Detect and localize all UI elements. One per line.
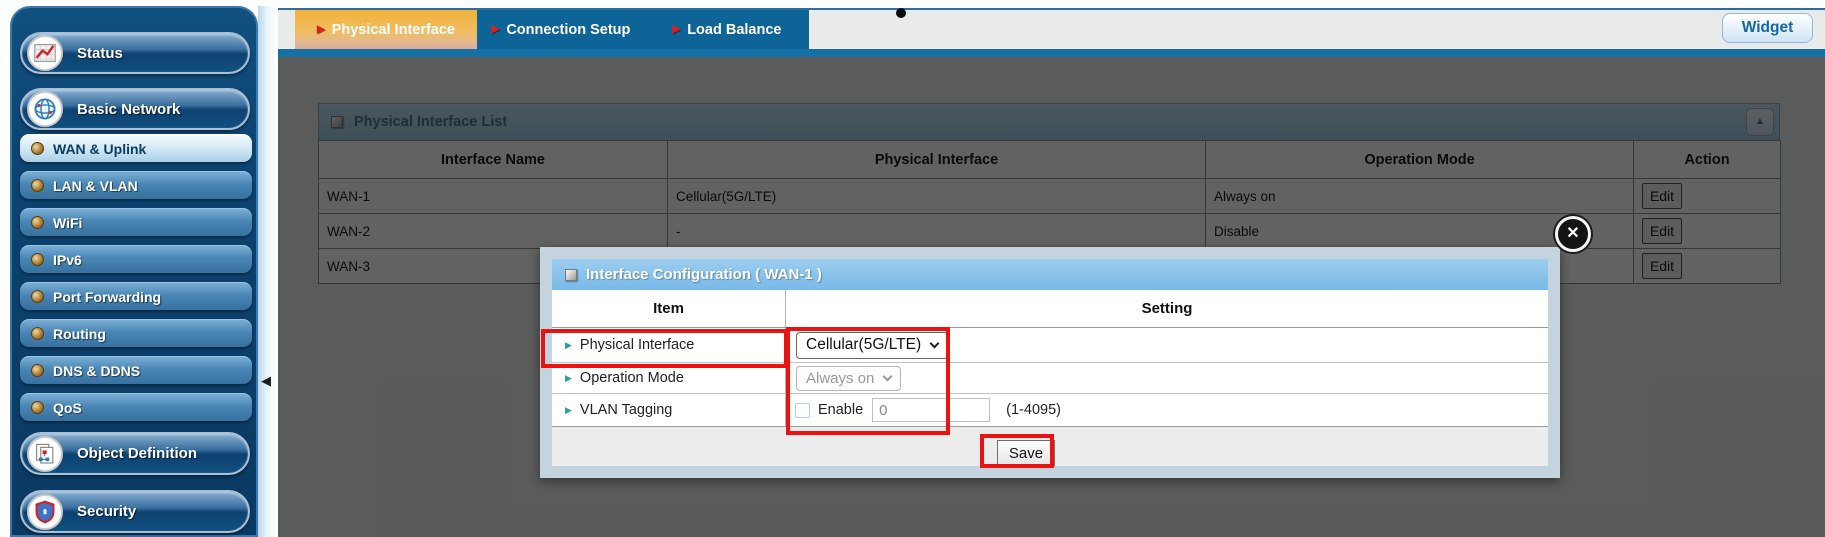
vlan-range-hint: (1-4095) <box>1006 402 1061 418</box>
bullet-icon <box>31 327 44 340</box>
sidebar-item-dns-ddns[interactable]: DNS & DDNS <box>20 356 252 384</box>
object-definition-icon <box>27 435 63 472</box>
sidebar-item-label: Basic Network <box>77 100 181 118</box>
modal-col-item: Item <box>552 290 786 327</box>
bullet-icon <box>31 401 44 414</box>
tabbar-underline <box>278 49 1825 57</box>
chevron-down-icon <box>882 371 893 381</box>
bullet-icon <box>31 253 44 266</box>
sidebar-item-label: LAN & VLAN <box>53 177 138 194</box>
sidebar-item-label: Routing <box>53 325 106 342</box>
tab-physical-interface[interactable]: ▶ Physical Interface <box>295 10 477 49</box>
bullet-icon <box>31 290 44 303</box>
tab-arrow-icon: ▶ <box>491 23 500 35</box>
save-button[interactable]: Save <box>997 440 1055 466</box>
physical-interface-select[interactable]: Cellular(5G/LTE) <box>796 331 949 359</box>
row-arrow-icon: ▶ <box>565 404 572 415</box>
modal-row-operation-mode: ▶ Operation Mode Always on <box>552 363 1548 394</box>
row-arrow-icon: ▶ <box>565 339 572 350</box>
sidebar-item-label: Port Forwarding <box>53 288 162 305</box>
black-dot <box>896 8 906 18</box>
modal-columns-row: Item Setting <box>552 290 1548 328</box>
tab-bar: ▶ Physical Interface ▶ Connection Setup … <box>278 8 1825 49</box>
network-globe-icon <box>27 91 63 127</box>
select-value: Cellular(5G/LTE) <box>806 336 922 353</box>
vlan-id-input[interactable] <box>872 398 991 422</box>
modal-row-physical-interface: ▶ Physical Interface Cellular(5G/LTE) <box>552 328 1548 363</box>
select-value: Always on <box>806 369 875 387</box>
tab-label: Connection Setup <box>506 21 631 38</box>
sidebar-item-ipv6[interactable]: IPv6 <box>20 245 252 273</box>
widget-button[interactable]: Widget <box>1722 13 1813 43</box>
sidebar-item-status[interactable]: Status <box>20 32 250 74</box>
bullet-icon <box>31 216 44 229</box>
vlan-enable-checkbox[interactable] <box>795 402 810 418</box>
status-chart-icon <box>27 35 63 71</box>
tab-arrow-icon: ▶ <box>672 23 681 35</box>
sidebar: Status Basic Network WAN & Uplink LAN & … <box>10 6 258 537</box>
sidebar-item-label: WAN & Uplink <box>53 140 147 157</box>
row-arrow-icon: ▶ <box>565 372 572 383</box>
modal-body: Item Setting ▶ Physical Interface Cellul… <box>552 290 1548 426</box>
close-icon: ✕ <box>1566 225 1580 242</box>
tab-connection-setup[interactable]: ▶ Connection Setup <box>477 10 645 49</box>
bullet-icon <box>31 142 44 155</box>
modal-square-icon <box>565 268 577 281</box>
bullet-icon <box>31 364 44 377</box>
modal-header: Interface Configuration ( WAN-1 ) <box>552 259 1548 290</box>
sidebar-item-security[interactable]: Security <box>20 490 250 533</box>
vlan-enable-label: Enable <box>818 402 864 418</box>
operation-mode-select: Always on <box>796 365 902 391</box>
modal-row-vlan-tagging: ▶ VLAN Tagging Enable (1-4095) <box>552 394 1548 426</box>
close-button[interactable]: ✕ <box>1555 216 1591 252</box>
sidebar-item-label: Status <box>77 44 123 62</box>
row-label: Operation Mode <box>579 370 684 386</box>
tab-label: Physical Interface <box>331 21 456 38</box>
modal-col-setting: Setting <box>1141 300 1193 317</box>
tab-label: Load Balance <box>687 21 782 38</box>
sidebar-item-routing[interactable]: Routing <box>20 319 252 347</box>
tab-arrow-icon: ▶ <box>316 23 325 35</box>
chevron-down-icon <box>929 338 940 348</box>
sidebar-item-lan-vlan[interactable]: LAN & VLAN <box>20 171 252 199</box>
tab-load-balance[interactable]: ▶ Load Balance <box>645 10 809 49</box>
sidebar-item-label: IPv6 <box>53 251 82 268</box>
sidebar-gutter: ◀ <box>258 6 278 537</box>
sidebar-item-port-forwarding[interactable]: Port Forwarding <box>20 282 252 310</box>
sidebar-item-basic-network[interactable]: Basic Network <box>20 88 250 130</box>
row-label: Physical Interface <box>579 337 695 353</box>
sidebar-item-object-definition[interactable]: Object Definition <box>20 432 250 475</box>
bullet-icon <box>31 179 44 192</box>
security-shield-icon <box>27 493 63 530</box>
sidebar-item-label: Security <box>77 503 137 520</box>
sidebar-item-qos[interactable]: QoS <box>20 393 252 421</box>
modal-title: Interface Configuration ( WAN-1 ) <box>586 266 822 283</box>
interface-configuration-modal: Interface Configuration ( WAN-1 ) Item S… <box>540 247 1560 478</box>
sidebar-item-wan-uplink[interactable]: WAN & Uplink <box>20 134 252 162</box>
sidebar-item-label: WiFi <box>53 214 83 231</box>
sidebar-item-wifi[interactable]: WiFi <box>20 208 252 236</box>
row-label: VLAN Tagging <box>579 402 673 418</box>
sidebar-item-label: DNS & DDNS <box>53 362 141 379</box>
sidebar-item-label: QoS <box>53 399 82 416</box>
sidebar-collapse-icon[interactable]: ◀ <box>261 373 271 388</box>
sidebar-item-label: Object Definition <box>77 445 197 462</box>
